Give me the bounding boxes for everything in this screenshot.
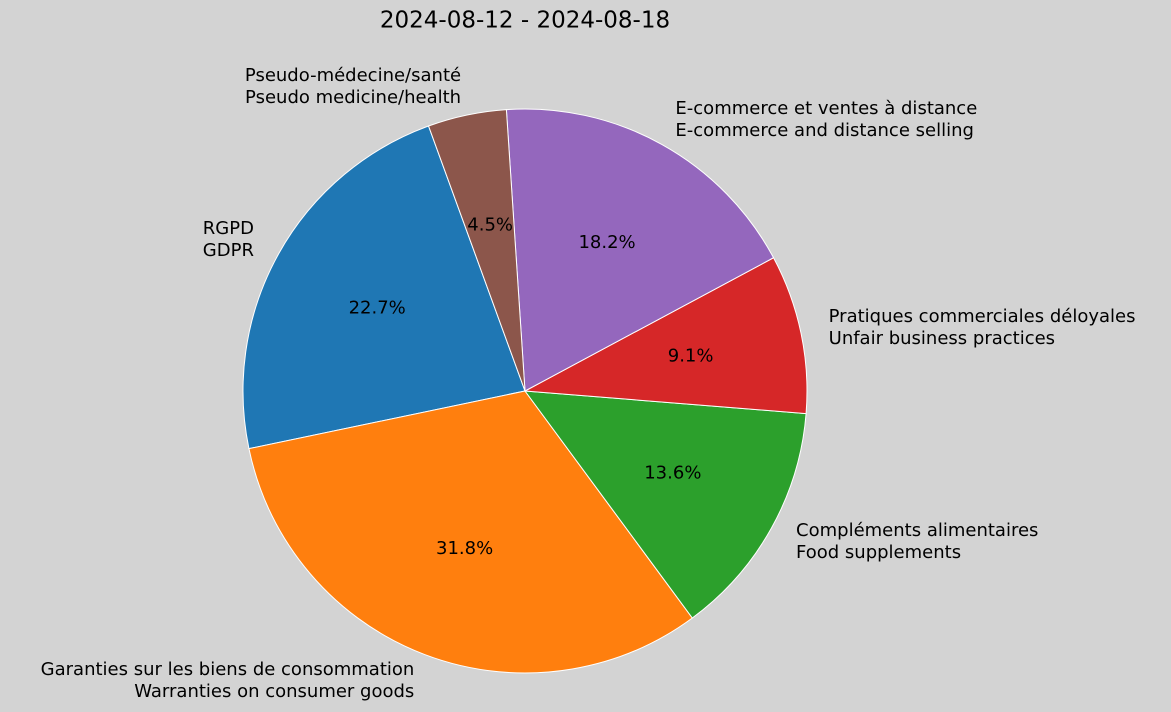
percent-label: 31.8% <box>436 538 493 559</box>
pie-slice <box>523 257 808 415</box>
chart-title: 2024-08-12 - 2024-08-18 <box>380 8 670 34</box>
slice-label: E-commerce et ventes à distance E-commer… <box>675 97 978 141</box>
pie-slice <box>523 390 807 619</box>
percent-label: 4.5% <box>467 214 513 235</box>
pie-slice <box>248 390 694 674</box>
slice-label: Pratiques commerciales déloyales Unfair … <box>828 305 1136 349</box>
slice-label: Compléments alimentaires Food supplement… <box>796 519 1039 563</box>
percent-label: 18.2% <box>578 232 635 253</box>
percent-label: 9.1% <box>668 345 714 366</box>
slice-label: RGPD GDPR <box>202 218 254 262</box>
pie-slice <box>505 108 775 392</box>
pie-slice <box>427 109 526 392</box>
percent-label: 22.7% <box>349 298 406 319</box>
percent-label: 13.6% <box>644 462 701 483</box>
slice-label: Pseudo-médecine/santé Pseudo medicine/he… <box>244 65 462 109</box>
pie-slice <box>242 125 526 450</box>
slice-label: Garanties sur les biens de consommation … <box>40 658 415 702</box>
